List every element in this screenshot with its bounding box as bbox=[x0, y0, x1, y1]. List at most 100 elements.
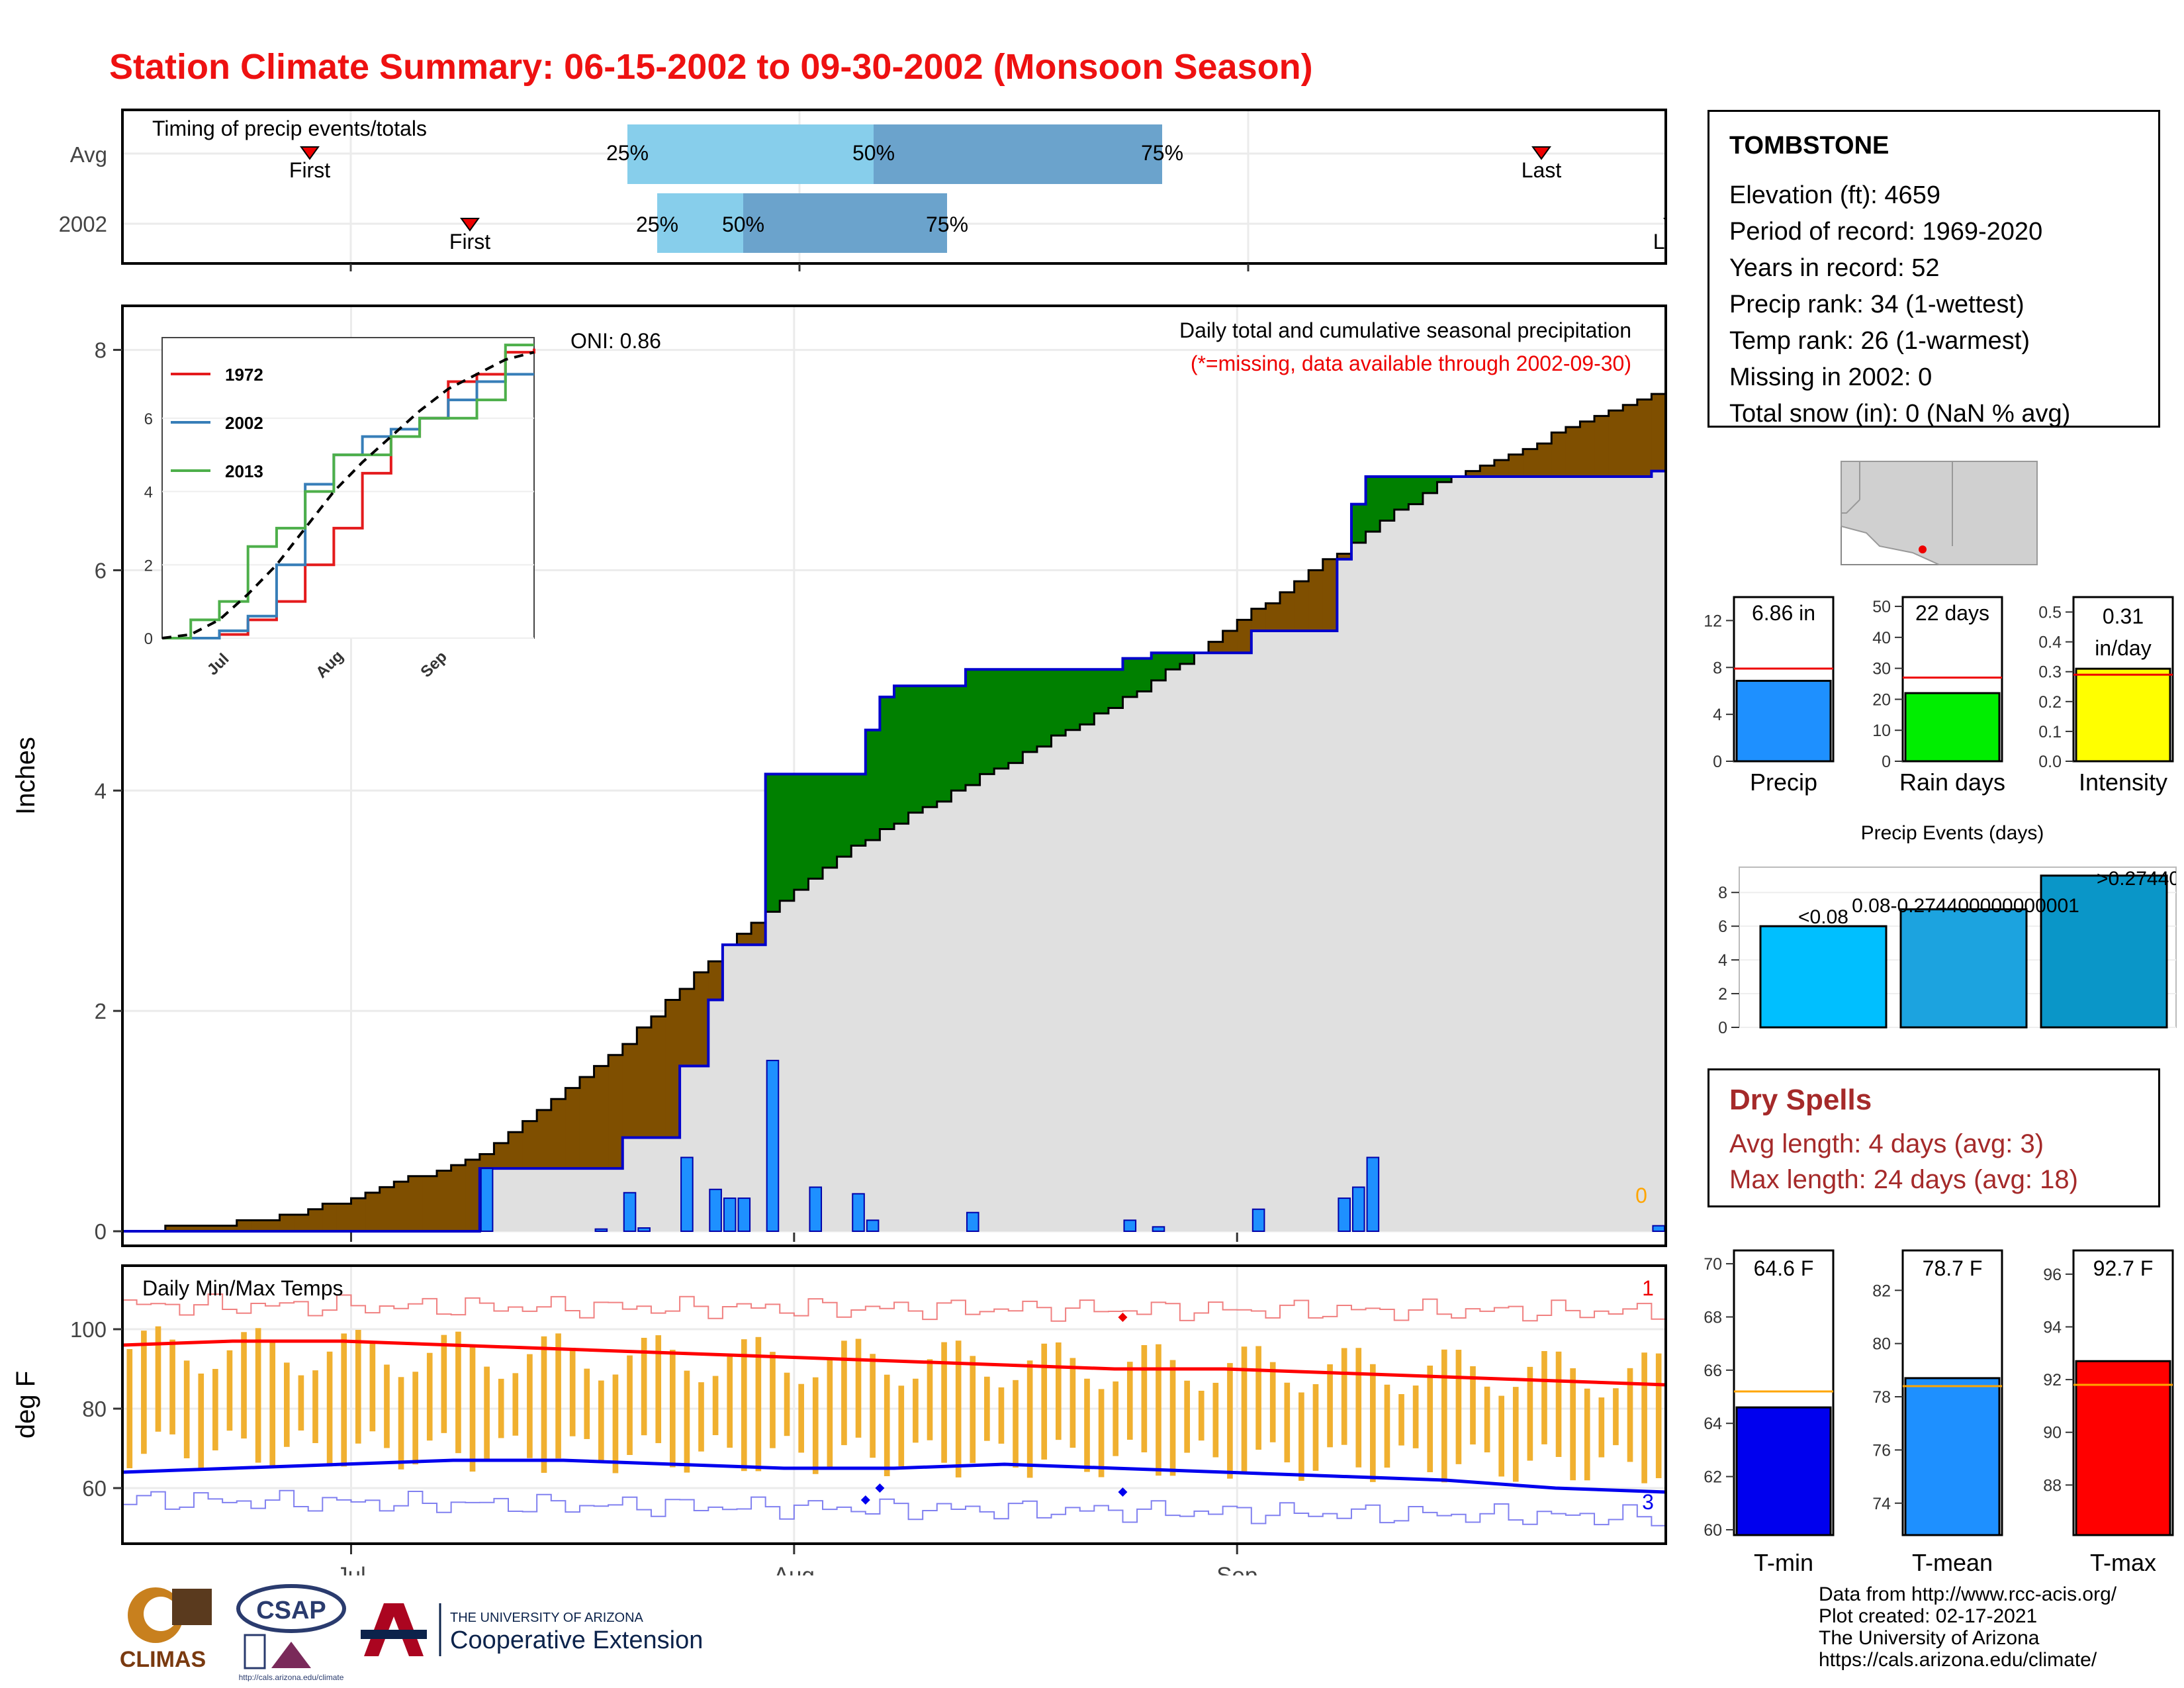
daily-temp-range-bar bbox=[1227, 1363, 1233, 1479]
above-average-area bbox=[908, 686, 923, 813]
tmin-value: 64.6 F bbox=[1754, 1256, 1814, 1280]
avg-q50-label: 50% bbox=[852, 141, 895, 165]
summary-y-tick-label: 96 bbox=[2043, 1266, 2062, 1284]
below-average-area bbox=[179, 1225, 195, 1231]
above-average-area bbox=[994, 669, 1009, 769]
daily-precip-bar bbox=[723, 1197, 737, 1232]
timing-panel: Timing of precip events/totals Avg 2002 … bbox=[59, 109, 1694, 271]
daily-temp-range-bar bbox=[1541, 1350, 1547, 1444]
daily-temp-range-bar bbox=[441, 1335, 447, 1433]
daily-temp-range-bar bbox=[212, 1368, 218, 1451]
above-average-area bbox=[780, 774, 795, 901]
temps-chart: 60 80 100 Jul Aug Sep Daily Min/Max Temps deg… bbox=[11, 1264, 1667, 1575]
below-average-area bbox=[608, 1055, 623, 1169]
daily-temp-range-bar bbox=[755, 1336, 762, 1472]
daily-temp-range-bar bbox=[984, 1376, 990, 1441]
page-title: Station Climate Summary: 06-15-2002 to 0… bbox=[109, 47, 1313, 87]
main-y-tick-label: 0 bbox=[95, 1219, 107, 1244]
daily-temp-range-bar bbox=[955, 1340, 962, 1477]
below-average-area bbox=[165, 1225, 180, 1231]
inset-legend-2002: 2002 bbox=[225, 413, 263, 433]
daily-temp-range-bar bbox=[541, 1336, 547, 1473]
events-bar-moderate bbox=[1899, 908, 2028, 1029]
daily-precip-bar bbox=[1338, 1197, 1351, 1232]
daily-temp-range-bar bbox=[1284, 1382, 1291, 1463]
daily-temp-range-bar bbox=[1412, 1385, 1419, 1448]
above-average-area bbox=[923, 686, 938, 808]
inset-series-2013 bbox=[162, 344, 534, 639]
daily-temp-range-bar bbox=[1198, 1390, 1205, 1441]
main-y-tick-label: 4 bbox=[95, 778, 107, 803]
avg-last-label: Last bbox=[1522, 158, 1562, 182]
inset-y-tick-label: 4 bbox=[144, 484, 153, 502]
below-average-area bbox=[551, 1099, 566, 1169]
below-average-area bbox=[265, 1220, 281, 1231]
cumulative-2002-line bbox=[122, 469, 1666, 1233]
above-average-area bbox=[1122, 658, 1138, 697]
summary-y-tick-label: 90 bbox=[2043, 1424, 2062, 1442]
summary-y-tick-label: 74 bbox=[1872, 1495, 1891, 1513]
below-average-area bbox=[394, 1182, 409, 1231]
below-average-area bbox=[1208, 641, 1224, 653]
avg-last-marker bbox=[1531, 146, 1551, 160]
below-average-area bbox=[494, 1143, 509, 1169]
daily-temp-range-bar bbox=[770, 1352, 776, 1448]
below-average-area bbox=[1265, 603, 1281, 631]
daily-precip-bar bbox=[866, 1219, 880, 1233]
below-average-area bbox=[1280, 592, 1295, 631]
below-average-area bbox=[222, 1225, 238, 1231]
daily-temp-range-bar bbox=[412, 1372, 418, 1465]
below-average-area bbox=[737, 933, 752, 945]
above-average-area bbox=[865, 729, 881, 841]
below-average-area bbox=[1537, 444, 1552, 477]
daily-precip-bar bbox=[1351, 1186, 1365, 1233]
below-average-area bbox=[1565, 427, 1581, 477]
below-average-area bbox=[1294, 581, 1309, 631]
daily-temp-range-bar bbox=[1013, 1380, 1019, 1468]
above-average-area bbox=[1008, 669, 1023, 763]
daily-temp-range-bar bbox=[1613, 1388, 1619, 1446]
below-average-area bbox=[379, 1187, 394, 1231]
summary-y-tick-label: 0 bbox=[1713, 753, 1722, 771]
below-average-area bbox=[351, 1198, 366, 1231]
daily-precip-bar bbox=[966, 1211, 979, 1233]
daily-temp-range-bar bbox=[569, 1347, 576, 1436]
main-precip-chart: 0 2 4 6 8 Inches Daily total and cumulative … bbox=[11, 305, 1667, 1247]
inset-legend-2013: 2013 bbox=[225, 461, 263, 481]
daily-temp-range-bar bbox=[1455, 1350, 1462, 1464]
row-label-2002: 2002 bbox=[59, 212, 107, 236]
daily-temp-range-bar bbox=[913, 1378, 919, 1443]
daily-precip-bar bbox=[709, 1188, 722, 1233]
oni-label: ONI: 0.86 bbox=[570, 329, 661, 353]
station-missing: Missing in 2002: 0 bbox=[1729, 363, 1933, 391]
svg-text:Cooperative Extension: Cooperative Extension bbox=[450, 1626, 703, 1654]
station-snow: Total snow (in): 0 (NaN % avg) bbox=[1729, 400, 2071, 428]
daily-temp-range-bar bbox=[255, 1328, 261, 1463]
events-y-tick-label: 2 bbox=[1718, 985, 1727, 1004]
tmean-xlabel: T-mean bbox=[1912, 1549, 1993, 1576]
y2002-last-marker bbox=[1663, 218, 1666, 222]
station-precip-rank: Precip rank: 34 (1-wettest) bbox=[1729, 291, 2025, 318]
below-average-area bbox=[1222, 630, 1238, 653]
events-label-moderate: 0.08-0.274400000000001 bbox=[1852, 895, 2079, 917]
daily-temp-range-bar bbox=[1655, 1353, 1662, 1479]
above-average-area bbox=[1023, 669, 1038, 753]
intensity-bar bbox=[2075, 667, 2171, 763]
daily-precip-bar bbox=[1652, 1225, 1666, 1233]
below-average-area bbox=[665, 1000, 680, 1138]
daily-temp-range-bar bbox=[1441, 1349, 1447, 1483]
daily-temp-range-bar bbox=[1069, 1358, 1076, 1448]
y2002-last-label: Last bbox=[1653, 230, 1694, 254]
temp-x-tick-label: Sep bbox=[1216, 1563, 1257, 1575]
below-average-area bbox=[622, 1044, 637, 1138]
above-average-area bbox=[1408, 476, 1424, 504]
daily-temp-range-bar bbox=[584, 1368, 590, 1439]
daily-temp-range-bar bbox=[970, 1356, 976, 1464]
below-average-area bbox=[522, 1121, 537, 1169]
daily-temp-range-bar bbox=[870, 1354, 876, 1458]
daily-temp-range-bar bbox=[741, 1339, 747, 1472]
daily-temp-range-bar bbox=[1484, 1386, 1490, 1453]
dry-spells-box: Dry Spells Avg length: 4 days (avg: 3) M… bbox=[1707, 1068, 2160, 1207]
credit-date: Plot created: 02-17-2021 bbox=[1819, 1605, 2038, 1627]
daily-temp-range-bar bbox=[1141, 1345, 1148, 1452]
